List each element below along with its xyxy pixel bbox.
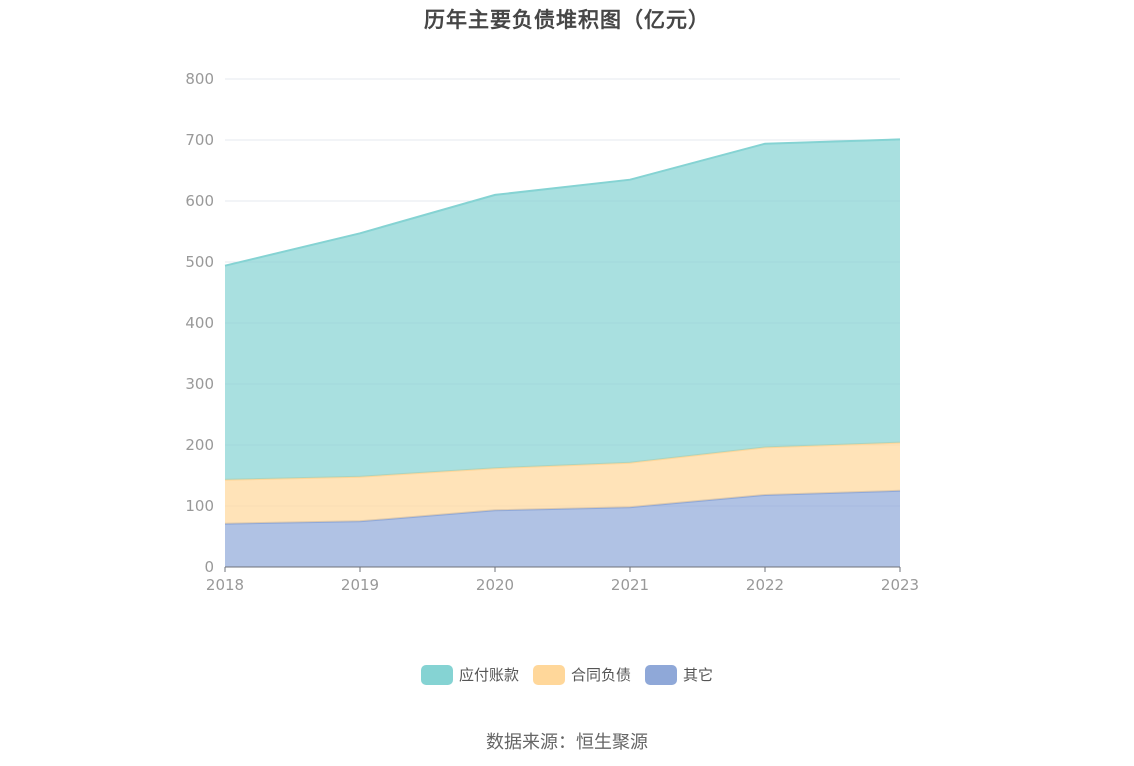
x-tick-label: 2019 — [341, 576, 379, 594]
legend: 应付账款 合同负债 其它 — [0, 664, 1134, 685]
legend-swatch-other — [645, 664, 677, 685]
y-tick-label: 100 — [185, 497, 214, 515]
y-tick-label: 600 — [185, 192, 214, 210]
y-tick-label: 800 — [185, 70, 214, 88]
x-tick-label: 2022 — [746, 576, 784, 594]
data-source: 数据来源：恒生聚源 — [486, 732, 648, 753]
legend-label-payables: 应付账款 — [458, 666, 519, 684]
y-tick-label: 300 — [185, 375, 214, 393]
area-series-2[interactable] — [225, 139, 900, 480]
chart-title: 历年主要负债堆积图（亿元） — [424, 8, 710, 32]
axes — [224, 566, 901, 572]
x-tick-label: 2021 — [611, 576, 649, 594]
x-tick-label: 2018 — [206, 576, 244, 594]
area-series-1[interactable] — [225, 442, 900, 524]
legend-swatch-payables — [420, 664, 453, 685]
x-tick-label: 2020 — [476, 576, 514, 594]
legend-item-contract-liabilities[interactable]: 合同负债 — [532, 664, 631, 685]
y-tick-label: 200 — [185, 436, 214, 454]
area-series-0[interactable] — [225, 490, 900, 567]
y-tick-label: 0 — [204, 558, 214, 576]
tick-labels: 0 100 200 300 400 500 600 700 800 2018 2019 2020 202… — [185, 70, 919, 594]
y-tick-label: 500 — [185, 253, 214, 271]
area-series-edge-2 — [224, 138, 901, 267]
y-tick-label: 700 — [185, 131, 214, 149]
legend-swatch-contract-liabilities — [532, 664, 565, 685]
legend-item-payables[interactable]: 应付账款 — [420, 664, 519, 685]
chart-plot: 0 100 200 300 400 500 600 700 800 2018 2019 2020 202… — [185, 70, 919, 594]
x-tick-label: 2023 — [881, 576, 919, 594]
legend-label-other: 其它 — [683, 666, 714, 684]
legend-label-contract-liabilities: 合同负债 — [570, 666, 631, 684]
legend-item-other[interactable]: 其它 — [645, 664, 713, 685]
y-tick-label: 400 — [185, 314, 214, 332]
area-series — [224, 138, 901, 567]
